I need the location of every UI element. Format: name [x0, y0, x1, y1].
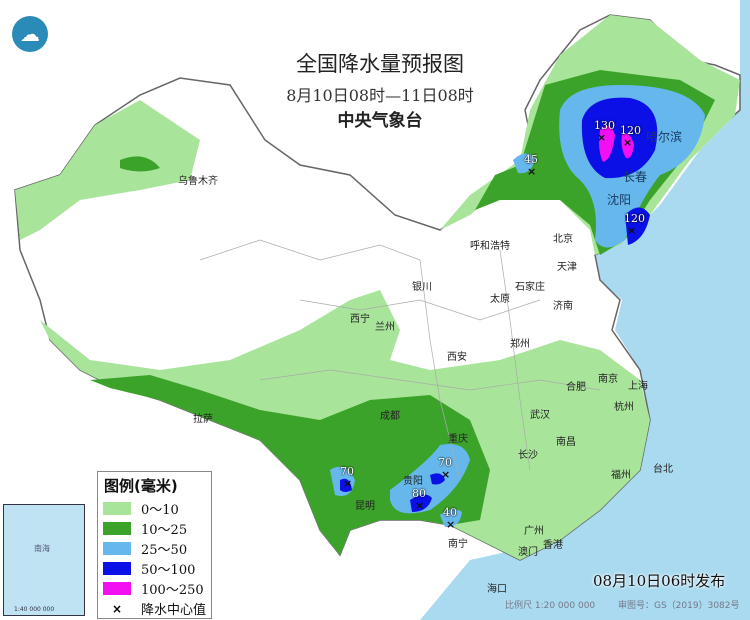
city-label: 郑州 — [510, 339, 530, 350]
legend-row: 0～10 — [103, 498, 211, 518]
city-label: 昆明 — [355, 501, 375, 512]
forecast-period: 8月10日08时—11日08时 — [286, 86, 474, 105]
legend-label: 0～10 — [141, 502, 179, 518]
city-label: 上海 — [628, 381, 648, 392]
city-label: 武汉 — [530, 410, 550, 421]
sea — [420, 0, 750, 620]
city-label: 沈阳 — [607, 193, 632, 207]
city-label: 北京 — [553, 234, 573, 245]
rain-center-value: 40 — [443, 506, 457, 519]
city-label: 长沙 — [518, 450, 538, 461]
legend-row: 10～25 — [103, 518, 211, 538]
legend-swatch — [103, 501, 131, 515]
south-china-sea-inset: 南海 1:40 000 000 — [3, 504, 85, 616]
inset-sea-label: 南海 — [34, 544, 50, 553]
legend-label: 50～100 — [141, 562, 196, 578]
legend-swatch — [103, 581, 131, 595]
map-title: 全国降水量预报图 — [296, 52, 464, 76]
city-label: 长春 — [623, 170, 648, 184]
legend-row: 25～50 — [103, 538, 211, 558]
rain-center-mark-icon: × — [597, 131, 607, 144]
city-label: 银川 — [412, 282, 432, 293]
rain-center-mark-icon: × — [415, 499, 425, 512]
legend-swatch — [103, 541, 131, 555]
map-scale: 比例尺 1:20 000 000 — [505, 601, 596, 611]
rain-50-100 — [340, 97, 658, 512]
city-label: 合肥 — [566, 382, 586, 393]
legend-label: 25～50 — [141, 542, 188, 558]
rain-center-mark-icon: × — [527, 165, 537, 178]
rain-100-250 — [599, 126, 634, 162]
city-label: 贵阳 — [403, 476, 423, 487]
cma-logo: ☁ — [12, 16, 48, 52]
rain-center-mark-icon: × — [441, 468, 451, 481]
rain-center-mark-icon: × — [446, 518, 456, 531]
city-label: 台北 — [653, 464, 673, 475]
legend-row: 100～250 — [103, 578, 211, 598]
city-label: 南宁 — [448, 539, 468, 550]
city-label: 呼和浩特 — [470, 241, 510, 252]
rain-center-mark-icon: × — [627, 224, 637, 237]
city-label: 重庆 — [448, 434, 468, 445]
city-label: 成都 — [380, 411, 400, 422]
rain-center-value: 45 — [524, 153, 538, 166]
city-label: 兰州 — [375, 322, 395, 333]
legend-swatch — [103, 561, 131, 575]
city-label: 澳门 — [518, 547, 538, 558]
city-label: 乌鲁木齐 — [178, 176, 218, 187]
rain-center-value: 70 — [340, 465, 354, 478]
rain-center-mark-icon: × — [343, 477, 353, 490]
legend-label: 10～25 — [141, 522, 188, 538]
city-label: 西安 — [447, 352, 467, 363]
city-label: 太原 — [490, 294, 510, 305]
publish-time: 08月10日06时发布 — [593, 572, 726, 590]
center-mark-icon: × — [111, 601, 123, 616]
city-label: 南京 — [598, 374, 618, 385]
city-label: 拉萨 — [193, 414, 213, 425]
city-label: 海口 — [487, 584, 507, 595]
legend-title: 图例(毫米) — [104, 477, 178, 495]
rain-center-value: 70 — [438, 456, 452, 469]
city-label: 福州 — [611, 470, 631, 481]
review-number: 审图号：GS（2019）3082号 — [618, 601, 740, 611]
city-label: 西宁 — [350, 314, 370, 325]
issuer: 中央气象台 — [337, 111, 423, 131]
legend-row: 50～100 — [103, 558, 211, 578]
city-label: 哈尔滨 — [646, 130, 683, 144]
city-label: 广州 — [524, 526, 544, 537]
city-label: 杭州 — [614, 402, 634, 413]
city-label: 济南 — [553, 301, 573, 312]
legend-label: 100～250 — [141, 582, 204, 598]
legend-row-center: × 降水中心值 — [103, 598, 211, 618]
rain-center-value: 120 — [624, 212, 645, 225]
city-label: 石家庄 — [515, 282, 545, 293]
inset-scale: 1:40 000 000 — [14, 606, 55, 613]
province-borders — [199, 239, 601, 481]
legend-label: 降水中心值 — [141, 602, 207, 618]
legend: 图例(毫米) 0～10 10～25 25～50 50～100 100～250 × 降水中… — [97, 471, 212, 619]
city-label: 南昌 — [556, 437, 576, 448]
legend-swatch — [103, 521, 131, 535]
rain-center-value: 120 — [620, 124, 641, 137]
city-label: 香港 — [543, 540, 563, 551]
rain-center-mark-icon: × — [623, 136, 633, 149]
rain-center-value: 80 — [412, 487, 426, 500]
city-label: 天津 — [557, 262, 577, 273]
rain-center-value: 130 — [594, 119, 615, 132]
